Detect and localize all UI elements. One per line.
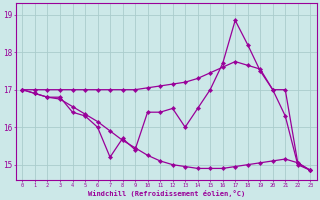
X-axis label: Windchill (Refroidissement éolien,°C): Windchill (Refroidissement éolien,°C) — [88, 190, 245, 197]
